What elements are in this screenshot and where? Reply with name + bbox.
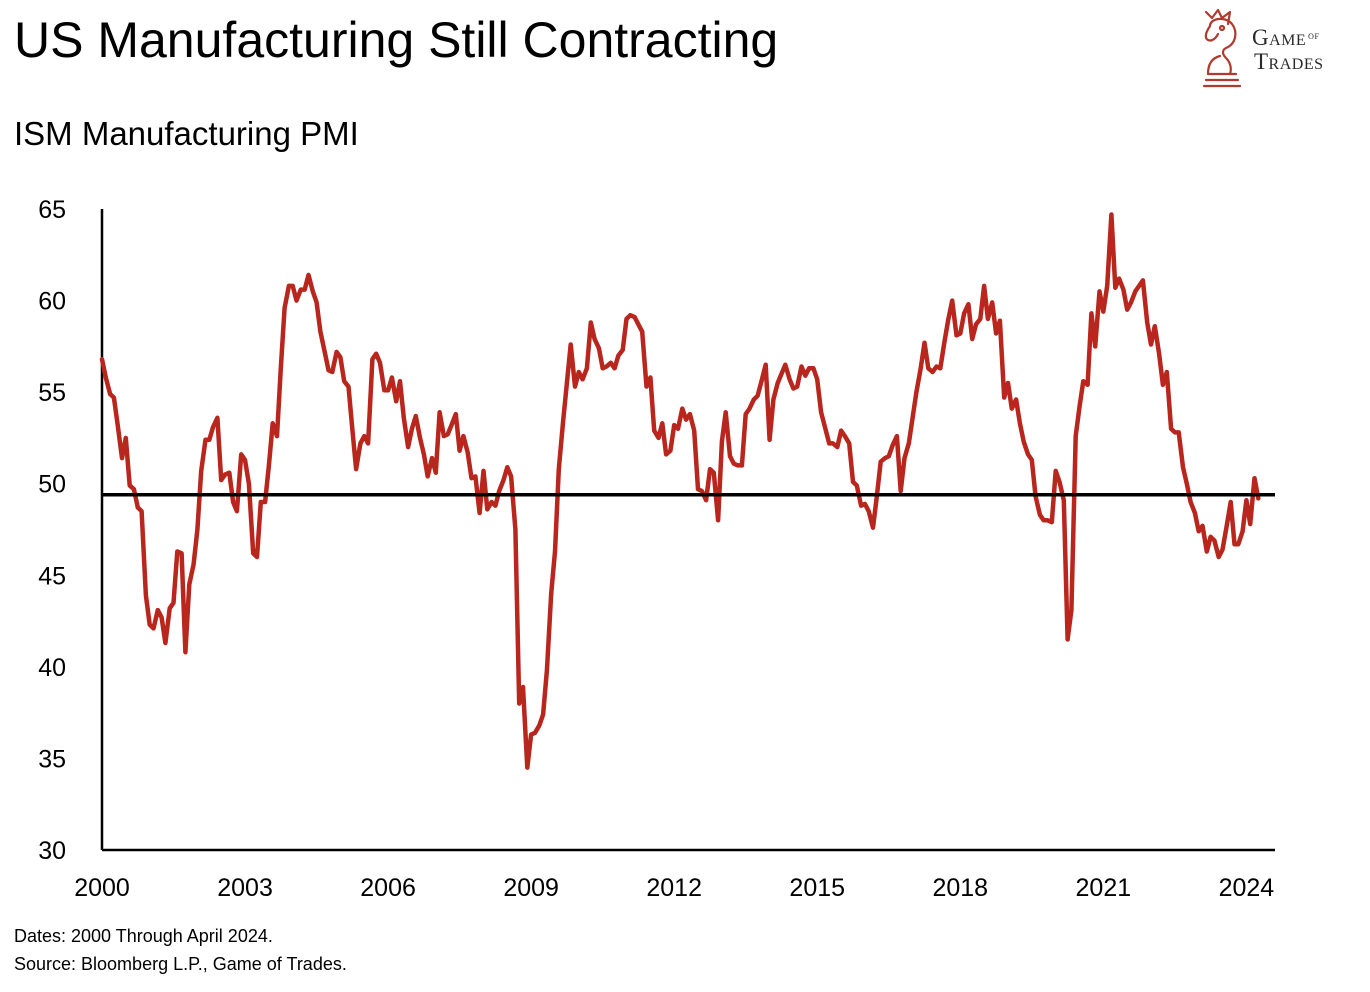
brand-name-line1: Game — [1252, 25, 1307, 50]
y-tick-label: 50 — [38, 471, 66, 499]
x-tick-label: 2000 — [74, 874, 130, 902]
y-tick-label: 45 — [38, 562, 66, 590]
y-tick-label: 30 — [38, 837, 66, 865]
pmi-series-line — [99, 212, 1261, 770]
x-tick-label: 2009 — [503, 874, 559, 902]
x-tick-label: 2015 — [789, 874, 845, 902]
x-tick-label: 2024 — [1219, 874, 1275, 902]
dates-note: Dates: 2000 Through April 2024. — [14, 926, 273, 946]
y-tick-label: 55 — [38, 379, 66, 407]
y-tick-label: 35 — [38, 745, 66, 773]
x-tick-label: 2021 — [1076, 874, 1132, 902]
x-tick-label: 2018 — [932, 874, 988, 902]
x-tick-label: 2003 — [217, 874, 273, 902]
x-tick-label: 2012 — [646, 874, 702, 902]
pmi-line-chart: 30 35 40 45 50 55 60 65 2000 2003 2006 2009 2012 201… — [38, 196, 1275, 902]
chart-title: US Manufacturing Still Contracting — [14, 12, 779, 68]
x-tick-label: 2006 — [360, 874, 416, 902]
y-axis-ticks: 30 35 40 45 50 55 60 65 — [38, 196, 66, 865]
source-note: Source: Bloomberg L.P., Game of Trades. — [14, 954, 347, 974]
horse-knight-icon — [1202, 8, 1242, 88]
y-tick-label: 40 — [38, 654, 66, 682]
brand-name-of: of — [1308, 30, 1320, 42]
brand-name-line2: Trades — [1254, 49, 1324, 74]
x-axis-ticks: 2000 2003 2006 2009 2012 2015 2018 2021 2024 — [74, 874, 1274, 902]
y-tick-label: 60 — [38, 288, 66, 316]
y-tick-label: 65 — [38, 196, 66, 224]
chart-subtitle: ISM Manufacturing PMI — [14, 115, 359, 152]
brand-logo: Game of Trades — [1196, 4, 1356, 90]
footnotes: Dates: 2000 Through April 2024. Source: … — [14, 922, 347, 978]
